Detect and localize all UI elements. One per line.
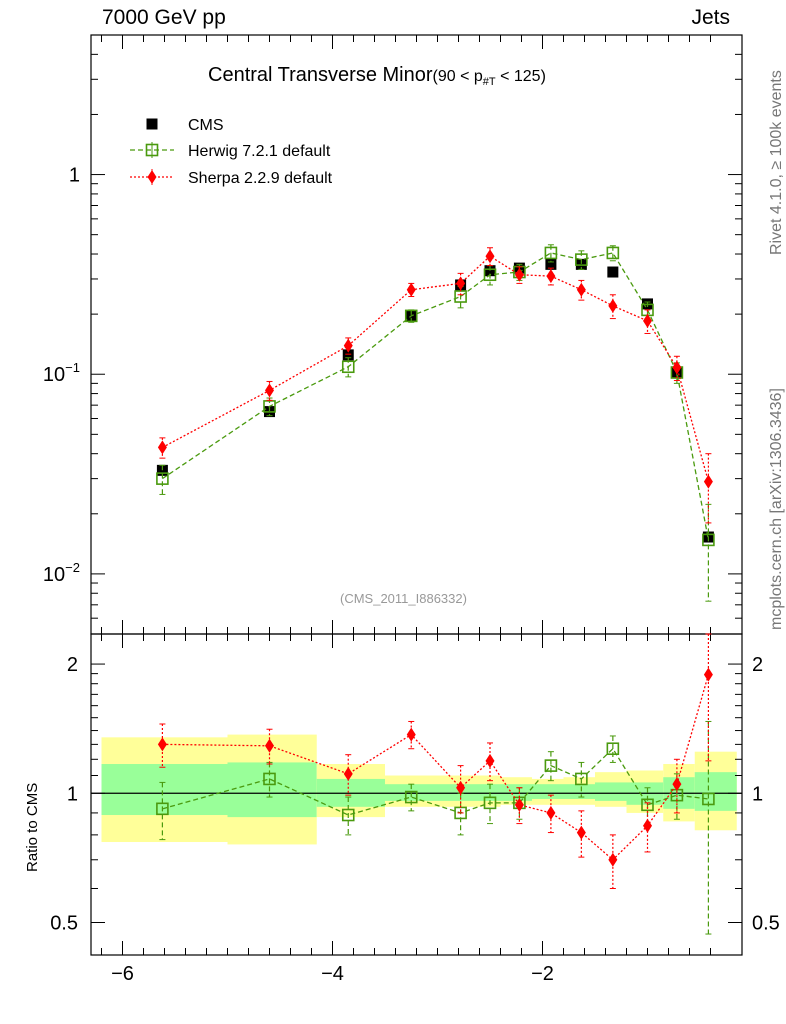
sherpa-point: [514, 267, 524, 282]
chart-title-text: Central Transverse Minor: [208, 64, 433, 86]
ratio-y-tick-label-left: 1: [67, 783, 78, 805]
chart-title: Central Transverse Minor(90 < p#T < 125): [208, 64, 546, 88]
sherpa-point: [406, 282, 416, 297]
sherpa-point: [157, 440, 167, 455]
cms-point: [545, 258, 557, 270]
analysis-label: (CMS_2011_I886332): [340, 591, 467, 606]
sherpa-point: [643, 313, 652, 328]
x-tick-label: −4: [321, 963, 344, 985]
sherpa-point: [576, 282, 586, 297]
y-tick-label: 10−1: [43, 360, 80, 386]
ratio-y-tick-label-left: 0.5: [50, 912, 78, 934]
sherpa-ratio-point: [456, 780, 466, 795]
cms-point: [607, 266, 619, 278]
stat-uncertainty-band: [532, 784, 564, 799]
sherpa-ratio-point: [265, 738, 274, 753]
sherpa-point: [265, 383, 274, 398]
herwig-point: [156, 472, 169, 485]
herwig-point: [575, 253, 588, 266]
sherpa-point: [703, 474, 713, 489]
sherpa-point: [456, 276, 466, 291]
sherpa-ratio-point: [343, 766, 353, 781]
sherpa-point: [485, 249, 495, 264]
sherpa-ratio-point: [672, 777, 682, 792]
herwig-point: [606, 246, 620, 260]
stat-uncertainty-band: [227, 762, 317, 818]
herwig-ratio-point: [404, 790, 418, 804]
herwig-ratio-point: [575, 772, 588, 786]
cms-point: [156, 464, 168, 476]
legend-label-cms: CMS: [188, 117, 224, 134]
chart-title-cut: (90 < p#T < 125): [432, 68, 546, 89]
herwig-point: [263, 400, 276, 413]
ratio-y-tick-label-right: 0.5: [752, 912, 780, 934]
stat-uncertainty-band: [563, 784, 595, 799]
cms-point: [484, 265, 496, 277]
herwig-point: [341, 360, 355, 374]
herwig-point: [404, 309, 418, 323]
mcplots-reference-label: mcplots.cern.ch [arXiv:1306.3436]: [768, 388, 785, 630]
sherpa-ratio-point: [703, 667, 713, 682]
sherpa-ratio-point: [485, 753, 495, 768]
ratio-y-axis-label: Ratio to CMS: [24, 782, 41, 872]
rivet-version-label: Rivet 4.1.0, ≥ 100k events: [768, 70, 785, 255]
herwig-ratio-point: [606, 742, 620, 756]
sherpa-ratio-point: [157, 737, 167, 752]
sherpa-point: [546, 269, 556, 284]
legend-marker-cms: [146, 118, 158, 130]
stat-uncertainty-band: [694, 772, 737, 811]
sherpa-line: [162, 255, 710, 482]
y-tick-exponent: −1: [65, 360, 80, 375]
sherpa-ratio-point: [514, 797, 524, 812]
sherpa-ratio-point: [608, 852, 618, 867]
legend-marker-herwig: [145, 143, 159, 157]
herwig-ratio-point: [156, 802, 169, 816]
energy-label: 7000 GeV pp: [102, 6, 226, 29]
category-label: Jets: [691, 6, 730, 29]
y-tick-exponent: −2: [65, 560, 80, 575]
ratio-y-tick-label-right: 1: [752, 783, 763, 805]
stat-uncertainty-band: [448, 784, 480, 801]
herwig-ratio-point: [341, 808, 355, 822]
herwig-ratio-point: [544, 759, 558, 772]
legend-label-sherpa: Sherpa 2.2.9 default: [188, 170, 333, 187]
y-tick-label: 10−2: [43, 560, 80, 586]
x-tick-label: −6: [111, 963, 134, 985]
herwig-ratio-point: [483, 796, 497, 810]
y-tick-label: 1: [69, 165, 80, 187]
sherpa-point: [608, 298, 618, 313]
sherpa-ratio-point: [576, 825, 586, 840]
sherpa-ratio-point: [643, 818, 652, 833]
herwig-point: [483, 268, 497, 282]
herwig-point: [544, 246, 558, 260]
herwig-ratio-point: [641, 798, 654, 812]
legend-label-herwig: Herwig 7.2.1 default: [188, 143, 331, 160]
stat-uncertainty-band: [101, 764, 228, 816]
legend-marker-sherpa: [147, 170, 157, 184]
cms-point: [342, 349, 354, 361]
herwig-ratio-point: [702, 792, 715, 806]
herwig-line: [162, 252, 710, 541]
sherpa-ratio-point: [406, 727, 416, 742]
ratio-y-tick-label-left: 2: [67, 654, 78, 676]
sherpa-point: [672, 360, 682, 375]
stat-uncertainty-band: [595, 782, 627, 801]
sherpa-ratio-point: [546, 805, 556, 820]
ratio-y-tick-label-right: 2: [752, 654, 763, 676]
herwig-point: [702, 533, 715, 547]
herwig-ratio-point: [263, 772, 276, 786]
sherpa-point: [343, 338, 353, 353]
x-tick-label: −2: [531, 963, 554, 985]
